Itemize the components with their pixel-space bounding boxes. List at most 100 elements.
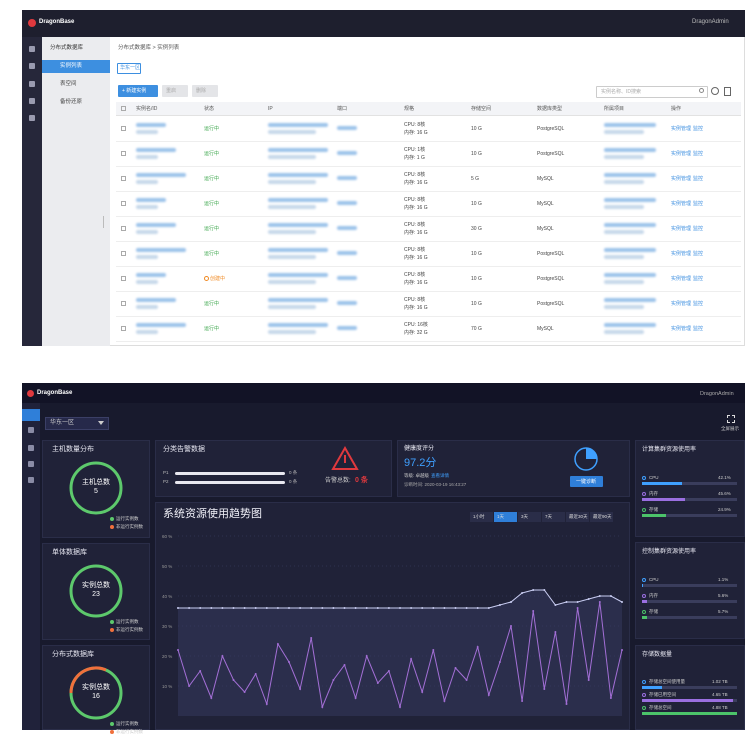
toolbar-button[interactable]: [192, 85, 218, 97]
blurred-text: [604, 323, 656, 327]
nav-item[interactable]: 备份还原: [60, 99, 83, 105]
refresh-icon[interactable]: [711, 87, 719, 95]
metric-bar: [642, 616, 648, 619]
action-manage[interactable]: 实例管理: [671, 126, 692, 132]
range-tab-label[interactable]: 7天: [545, 514, 553, 519]
nav-title: 分布式数据库: [50, 45, 84, 51]
table-row: [116, 142, 741, 167]
range-tab-label[interactable]: 3天: [521, 514, 529, 519]
toolbar-button[interactable]: [118, 85, 158, 97]
action-monitor[interactable]: 监控: [693, 176, 704, 182]
table-row: [116, 217, 741, 242]
blurred-text: [268, 230, 316, 234]
action-manage[interactable]: 实例管理: [671, 251, 692, 257]
toolbar-button-label[interactable]: + 新建实例: [122, 88, 147, 94]
fullscreen-icon[interactable]: [727, 415, 735, 423]
rail-icon[interactable]: [28, 461, 34, 467]
status: 运行中: [204, 176, 220, 182]
action-manage[interactable]: 实例管理: [671, 301, 692, 307]
table-row: [116, 117, 741, 142]
row-checkbox[interactable]: [121, 151, 126, 156]
collapse-handle[interactable]: [103, 216, 110, 228]
dash-rail-active: [22, 409, 40, 421]
action-monitor[interactable]: 监控: [693, 301, 704, 307]
action-manage[interactable]: 实例管理: [671, 326, 692, 332]
status: 创建中: [210, 276, 226, 282]
action-monitor[interactable]: 监控: [693, 201, 704, 207]
range-tab-label[interactable]: 最近90天: [593, 514, 612, 519]
action-monitor[interactable]: 监控: [693, 226, 704, 232]
toolbar-button-label[interactable]: 重启: [166, 88, 177, 94]
range-tab-label[interactable]: 1小时: [473, 514, 485, 519]
table-header: [116, 102, 741, 116]
spec-cpu: CPU: 8核: [404, 172, 426, 178]
toolbar-button-label[interactable]: 删除: [196, 88, 207, 94]
dash-user[interactable]: DragonAdmin: [700, 391, 734, 397]
blurred-text: [268, 180, 316, 184]
action-manage[interactable]: 实例管理: [671, 276, 692, 282]
row-checkbox[interactable]: [121, 326, 126, 331]
blurred-text: [604, 180, 644, 184]
action-monitor[interactable]: 监控: [693, 126, 704, 132]
rail-icon[interactable]: [29, 98, 35, 104]
rail-icon[interactable]: [28, 477, 34, 483]
header-checkbox[interactable]: [121, 106, 126, 111]
range-tab[interactable]: [518, 512, 541, 522]
action-monitor[interactable]: 监控: [693, 326, 704, 332]
rail-icon[interactable]: [29, 46, 35, 52]
action-manage[interactable]: 实例管理: [671, 201, 692, 207]
health-link[interactable]: 查看详情: [431, 473, 449, 478]
range-tab-label[interactable]: 1天: [497, 514, 505, 519]
region-select[interactable]: [117, 63, 141, 74]
diagnose-button[interactable]: [570, 476, 603, 487]
rail-icon[interactable]: [28, 427, 34, 433]
range-tab-label[interactable]: 最近30天: [569, 514, 588, 519]
blurred-text: [268, 130, 316, 134]
action-monitor[interactable]: 监控: [693, 276, 704, 282]
blurred-text: [136, 155, 158, 159]
row-checkbox[interactable]: [121, 276, 126, 281]
row-checkbox[interactable]: [121, 126, 126, 131]
row-checkbox[interactable]: [121, 201, 126, 206]
fullscreen-label[interactable]: 全屏展示: [721, 426, 739, 431]
user-menu[interactable]: DragonAdmin: [692, 19, 729, 25]
range-tab[interactable]: [494, 512, 517, 522]
range-tab[interactable]: [542, 512, 565, 522]
blurred-text: [604, 298, 656, 302]
range-tab[interactable]: [590, 512, 613, 522]
metric-value: 1.1%: [718, 577, 729, 582]
nav-item[interactable]: 实例列表: [60, 63, 83, 69]
breadcrumb: 分布式数据库 > 实例列表: [118, 45, 180, 51]
spec-cpu: CPU: 16核: [404, 322, 428, 328]
action-manage[interactable]: 实例管理: [671, 176, 692, 182]
rail-icon[interactable]: [28, 445, 34, 451]
range-tab[interactable]: [566, 512, 589, 522]
alert-count: 0 条: [289, 479, 298, 484]
action-monitor[interactable]: 监控: [693, 251, 704, 257]
rail-icon[interactable]: [29, 81, 35, 87]
rail-icon[interactable]: [29, 63, 35, 69]
rail-icon[interactable]: [29, 115, 35, 121]
row-checkbox[interactable]: [121, 176, 126, 181]
nav-item[interactable]: 表空间: [60, 81, 77, 87]
search-box[interactable]: [596, 86, 708, 98]
row-checkbox[interactable]: [121, 251, 126, 256]
top-header: [22, 10, 745, 37]
card: [635, 440, 745, 537]
row-checkbox[interactable]: [121, 226, 126, 231]
range-tab[interactable]: [470, 512, 493, 522]
toolbar-button[interactable]: [162, 85, 188, 97]
spec-cpu: CPU: 8核: [404, 297, 426, 303]
settings-icon[interactable]: [724, 87, 731, 96]
action-monitor[interactable]: 监控: [693, 151, 704, 157]
diagnose-button-label[interactable]: 一键诊断: [576, 479, 597, 485]
table-header-cell: IP: [268, 106, 273, 112]
row-checkbox[interactable]: [121, 301, 126, 306]
storage-bar: [642, 699, 733, 702]
ring-label: 实例总数: [82, 582, 110, 589]
region-dropdown[interactable]: [45, 417, 109, 430]
action-manage[interactable]: 实例管理: [671, 226, 692, 232]
action-manage[interactable]: 实例管理: [671, 151, 692, 157]
table-header-cell: 状态: [204, 106, 215, 112]
storage-name: 存储总空间: [649, 705, 672, 710]
